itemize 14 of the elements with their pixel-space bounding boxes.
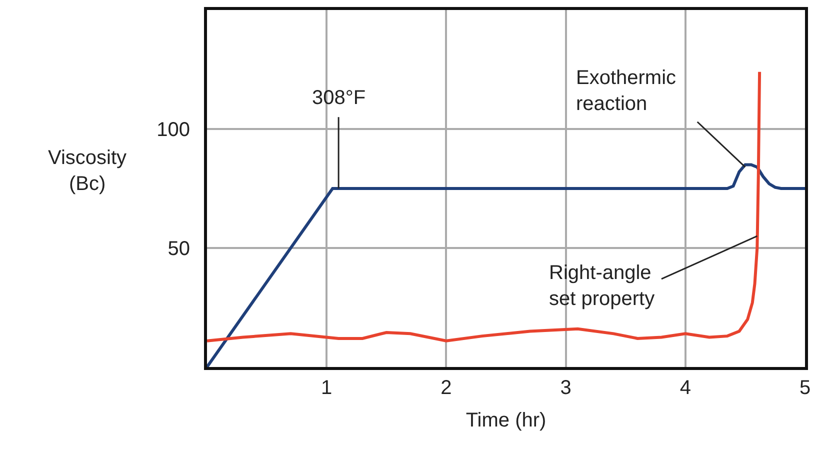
y-tick-label: 50 bbox=[168, 238, 190, 260]
x-axis-title: Time (hr) bbox=[466, 410, 546, 432]
x-tick-label: 1 bbox=[321, 377, 332, 399]
annotation: Right-angle set property bbox=[549, 262, 655, 310]
line-series bbox=[207, 70, 762, 342]
y-axis-title: Viscosity (Bc) bbox=[48, 147, 127, 195]
annotation: 308°F bbox=[312, 87, 366, 109]
x-tick-label: 5 bbox=[799, 377, 811, 399]
annotation: Exothermic reaction bbox=[576, 67, 676, 115]
x-tick-label: 3 bbox=[560, 377, 572, 399]
y-tick-label: 100 bbox=[156, 119, 190, 141]
x-tick-label: 2 bbox=[440, 377, 452, 399]
line-series bbox=[207, 163, 805, 367]
x-tick-label: 4 bbox=[680, 377, 691, 399]
